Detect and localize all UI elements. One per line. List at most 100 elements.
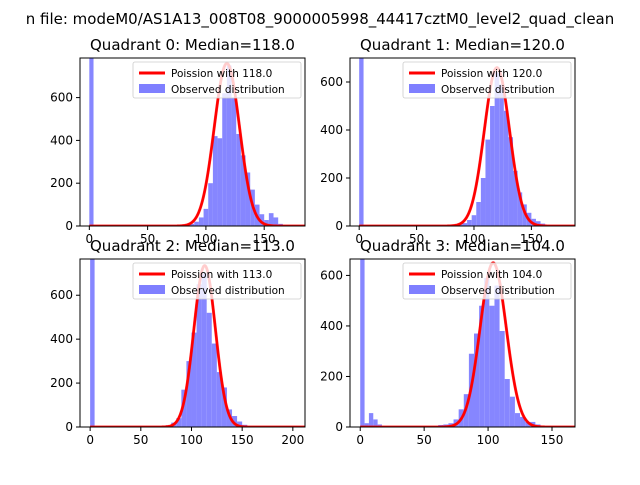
histogram-bar	[479, 305, 485, 427]
histogram-bar	[186, 361, 192, 427]
legend-label-observed: Observed distribution	[441, 285, 555, 297]
histogram-bar	[245, 172, 251, 226]
quadrant-3-title: Quadrant 3: Median=104.0	[360, 237, 565, 255]
histogram-bar	[217, 138, 223, 226]
histogram-bar	[359, 58, 364, 226]
histogram-bar	[535, 221, 541, 226]
histogram-bar	[509, 396, 515, 427]
x-tick-label: 200	[281, 433, 304, 447]
histogram-bar	[467, 220, 472, 226]
histogram-bar	[480, 178, 486, 226]
histogram-bar	[240, 155, 246, 226]
histogram-bar	[236, 133, 241, 226]
histogram-bar	[520, 416, 526, 427]
quadrant-1-plot: Quadrant 1: Median=120.0 0 50 100 150 0 200 400…	[320, 36, 576, 246]
legend-bar-swatch	[139, 84, 165, 93]
x-tick-label: 0	[356, 433, 364, 447]
y-tick-label: 600	[50, 91, 73, 105]
y-tick-label: 400	[50, 332, 73, 346]
x-tick-label: 150	[520, 232, 543, 246]
axes-frame	[79, 57, 306, 227]
histogram-bar	[273, 217, 279, 226]
histogram-bar	[373, 419, 378, 427]
histogram-bar	[503, 110, 509, 226]
legend-label-observed: Observed distribution	[171, 84, 285, 96]
histogram-bar	[203, 208, 209, 226]
histogram-bar	[176, 418, 182, 427]
y-tick-label: 400	[320, 123, 343, 137]
histogram-bar	[360, 259, 365, 427]
histogram-bar	[222, 93, 227, 226]
histogram-bar	[90, 259, 95, 427]
y-tick-label: 200	[320, 369, 343, 383]
legend-label-poisson: Poission with 104.0	[441, 269, 542, 281]
histogram-bar	[504, 379, 510, 427]
histogram-bar	[206, 312, 212, 427]
y-tick-label: 0	[335, 420, 343, 434]
y-tick-label: 600	[320, 75, 343, 89]
histogram-bar	[208, 183, 213, 226]
y-tick-label: 0	[65, 420, 73, 434]
legend-box	[402, 61, 572, 99]
x-tick-label: 50	[140, 232, 155, 246]
y-tick-label: 0	[335, 219, 343, 233]
legend-box	[132, 61, 302, 99]
axes-frame	[79, 258, 306, 428]
legend-label-poisson: Poission with 120.0	[441, 68, 542, 80]
axes-frame	[349, 258, 576, 428]
histogram-bar	[191, 332, 197, 427]
histogram-bar	[198, 217, 204, 226]
legend-label-observed: Observed distribution	[171, 285, 285, 297]
legend-label-poisson: Poission with 118.0	[171, 68, 272, 80]
histogram-bar	[189, 223, 195, 226]
x-tick-label: 100	[463, 232, 486, 246]
x-tick-label: 50	[133, 433, 148, 447]
histogram-bar	[259, 214, 265, 226]
legend: Poission with 104.0 Observed distribution	[402, 262, 572, 300]
legend-bar-swatch	[409, 285, 435, 294]
x-tick-label: 100	[194, 232, 217, 246]
histogram-bar	[368, 413, 374, 427]
histogram-bar	[226, 65, 232, 226]
histogram-bar	[264, 220, 269, 226]
x-tick-label: 100	[180, 433, 203, 447]
histogram-bar	[499, 84, 504, 226]
poisson-curve-core	[358, 66, 575, 226]
histogram-bar	[216, 372, 222, 427]
y-tick-label: 200	[320, 171, 343, 185]
quadrant-1-plot-area	[358, 58, 575, 226]
legend-box	[402, 262, 572, 300]
x-tick-label: 0	[355, 232, 363, 246]
subplot-grid: Quadrant 0: Median=118.0 0 50 100 150 0 200 400…	[50, 36, 576, 447]
y-tick-label: 600	[50, 288, 73, 302]
histogram-bar	[231, 97, 237, 226]
histogram-bar	[462, 223, 468, 226]
histogram-bar	[485, 139, 491, 226]
histogram-bar	[471, 215, 477, 226]
x-tick-label: 150	[231, 433, 254, 447]
histogram-bar	[494, 285, 500, 427]
histogram-bar	[484, 277, 490, 427]
y-tick-label: 200	[50, 176, 73, 190]
y-tick-label: 400	[50, 133, 73, 147]
histogram-bar	[525, 421, 531, 427]
quadrant-3-plot: Quadrant 3: Median=104.0 0 50 100 150 0 200 400…	[320, 237, 576, 447]
y-tick-label: 0	[65, 219, 73, 233]
histogram-bar	[89, 58, 94, 226]
histogram-bar	[268, 213, 274, 226]
x-tick-label: 50	[417, 433, 432, 447]
legend-label-poisson: Poission with 113.0	[171, 269, 272, 281]
quadrant-0-plot-area	[88, 58, 305, 226]
x-tick-label: 150	[541, 433, 564, 447]
quadrant-2-title: Quadrant 2: Median=113.0	[90, 237, 295, 255]
histogram-bar	[194, 221, 199, 226]
histogram-bar	[476, 202, 481, 226]
quadrant-0-title: Quadrant 0: Median=118.0	[90, 36, 295, 54]
legend: Poission with 120.0 Observed distribution	[402, 61, 572, 99]
y-tick-label: 600	[320, 268, 343, 282]
y-tick-label: 200	[50, 376, 73, 390]
histogram-bar	[489, 305, 495, 427]
histogram-bar	[494, 72, 500, 226]
